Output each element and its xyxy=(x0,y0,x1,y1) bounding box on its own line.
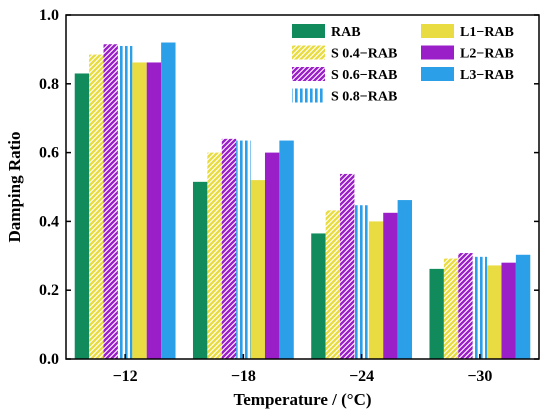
ticks-layer: 0.0 0.2 0.4 0.6 0.8 1.0 −12 −18 −24 −30 xyxy=(39,7,539,385)
bar-l2-rab-1 xyxy=(264,152,280,359)
bar-l3-rab-1 xyxy=(279,140,294,359)
x-axis-title: Temperature / (°C) xyxy=(233,390,371,409)
bar-rab-3 xyxy=(429,268,444,359)
bar-s-0-6-rab-0 xyxy=(103,44,118,360)
legend-label: L2−RAB xyxy=(460,47,514,62)
legend-swatch xyxy=(421,45,454,60)
legend-swatch xyxy=(292,24,325,38)
bar-s-0-8-rab-2 xyxy=(354,205,369,359)
legend-swatch xyxy=(292,67,325,81)
bar-l2-rab-3 xyxy=(501,262,516,359)
bar-s-0-4-rab-1 xyxy=(207,152,222,359)
bar-l1-rab-0 xyxy=(132,62,147,360)
bar-s-0-8-rab-1 xyxy=(236,140,251,359)
plot-frame xyxy=(65,14,540,360)
y-tick-label: 1.0 xyxy=(39,7,59,24)
legend-swatch xyxy=(421,67,454,81)
bar-l3-rab-0 xyxy=(161,42,176,360)
bar-s-0-8-rab-0 xyxy=(117,45,133,360)
bar-s-0-6-rab-3 xyxy=(458,253,473,359)
bar-s-0-4-rab-0 xyxy=(89,54,104,360)
bar-l1-rab-1 xyxy=(250,180,265,359)
legend-label: S 0.4−RAB xyxy=(331,47,397,62)
legend-label: S 0.8−RAB xyxy=(331,90,397,105)
bar-l3-rab-3 xyxy=(515,254,531,359)
bar-s-0-4-rab-2 xyxy=(325,210,341,359)
bar-l1-rab-2 xyxy=(368,221,384,359)
legend-swatch xyxy=(421,24,454,38)
bar-s-0-8-rab-3 xyxy=(472,256,488,359)
bar-rab-2 xyxy=(311,233,326,359)
x-tick-label: −12 xyxy=(113,368,138,385)
bars-layer xyxy=(74,42,531,360)
bar-l2-rab-2 xyxy=(383,212,398,359)
legend-label: S 0.6−RAB xyxy=(331,68,397,83)
y-tick-label: 0.6 xyxy=(39,145,59,162)
x-tick-label: −18 xyxy=(231,368,256,385)
y-tick-label: 0.4 xyxy=(39,213,59,230)
legend-swatch xyxy=(292,45,325,60)
bar-s-0-4-rab-3 xyxy=(443,258,459,359)
bar-l1-rab-3 xyxy=(487,265,502,359)
legend: RAB S 0.4−RAB S 0.6−RAB S 0.8−RAB L1−RAB L2−R… xyxy=(292,24,514,105)
x-tick-label: −30 xyxy=(467,368,492,385)
legend-label: RAB xyxy=(331,25,361,40)
y-axis-title: Damping Ratio xyxy=(5,132,24,243)
y-tick-label: 0.2 xyxy=(39,282,59,299)
legend-label: L1−RAB xyxy=(460,25,514,40)
bar-rab-1 xyxy=(192,181,208,359)
bar-l2-rab-0 xyxy=(146,62,162,360)
bar-s-0-6-rab-1 xyxy=(221,138,237,359)
y-tick-label: 0.0 xyxy=(39,351,59,368)
bar-l3-rab-2 xyxy=(397,200,413,359)
bar-s-0-6-rab-2 xyxy=(340,173,355,359)
bar-rab-0 xyxy=(74,73,90,359)
legend-swatch xyxy=(292,88,325,103)
legend-label: L3−RAB xyxy=(460,68,514,83)
x-tick-label: −24 xyxy=(349,368,374,385)
y-tick-label: 0.8 xyxy=(39,76,59,93)
